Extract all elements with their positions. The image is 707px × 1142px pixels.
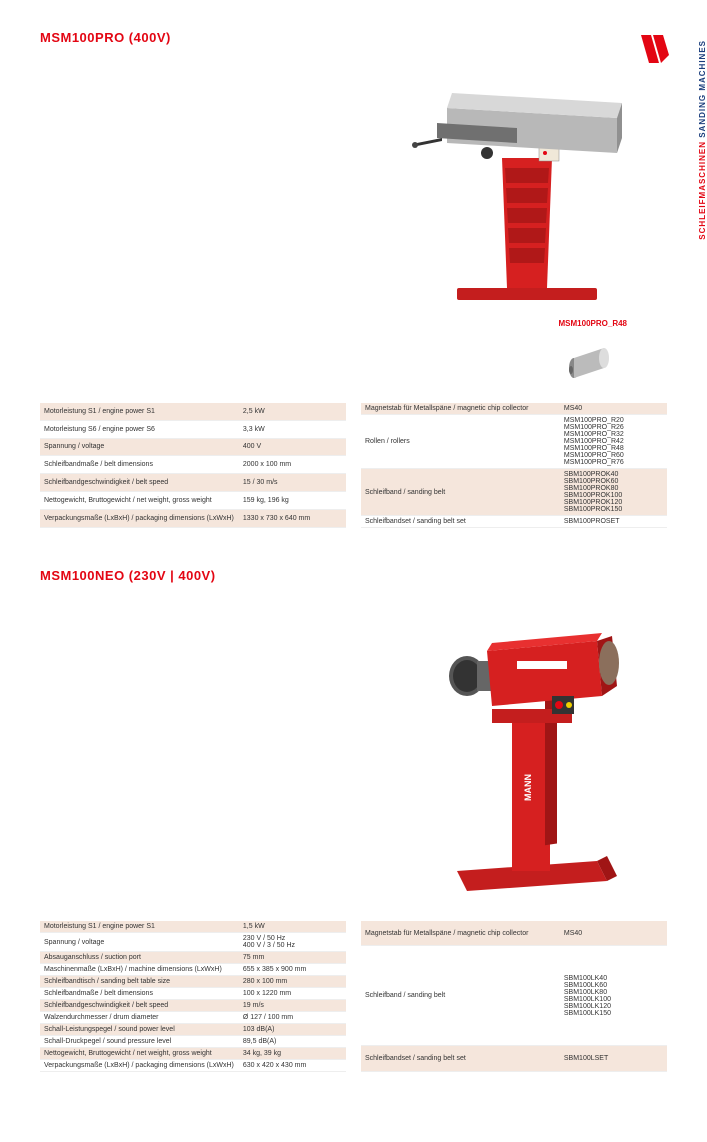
table-row: Schleifbandset / sanding belt setSBM100L… bbox=[361, 1046, 667, 1072]
table-row: Magnetstab für Metallspäne / magnetic ch… bbox=[361, 403, 667, 415]
spec-value: SBM100PROK40 SBM100PROK60 SBM100PROK80 S… bbox=[560, 469, 667, 516]
spec-value: MS40 bbox=[560, 403, 667, 415]
spec-value: 34 kg, 39 kg bbox=[239, 1048, 346, 1060]
spec-label: Schall-Leistungspegel / sound power leve… bbox=[40, 1024, 239, 1036]
product-image-area: MSM100PRO_R48 bbox=[40, 53, 667, 333]
tables-row: Motorleistung S1 / engine power S12,5 kW… bbox=[40, 403, 667, 528]
spec-value: 3,3 kW bbox=[239, 420, 346, 438]
table-row: Walzendurchmesser / drum diameterØ 127 /… bbox=[40, 1012, 346, 1024]
table-row: Motorleistung S1 / engine power S12,5 kW bbox=[40, 403, 346, 420]
table-row: Schall-Druckpegel / sound pressure level… bbox=[40, 1036, 346, 1048]
machine-image bbox=[387, 68, 667, 318]
spec-value: SBM100PROSET bbox=[560, 516, 667, 528]
spec-value: 400 V bbox=[239, 438, 346, 456]
spec-value: MS40 bbox=[560, 921, 667, 946]
spec-label: Schleifbandmaße / belt dimensions bbox=[40, 456, 239, 474]
spec-value: 15 / 30 m/s bbox=[239, 474, 346, 492]
spec-label: Schleifbandgeschwindigkeit / belt speed bbox=[40, 1000, 239, 1012]
spec-value: 1,5 kW bbox=[239, 921, 346, 933]
spec-label: Nettogewicht, Bruttogewicht / net weight… bbox=[40, 492, 239, 510]
table-row: Schleifband / sanding beltSBM100PROK40 S… bbox=[361, 469, 667, 516]
svg-text:MANN: MANN bbox=[523, 774, 533, 801]
product-msm100neo: MSM100NEO (230V | 400V) MANN Motorleistu… bbox=[40, 568, 667, 1072]
product-msm100pro: MSM100PRO (400V) MSM100PRO_R48 Motorleis… bbox=[40, 30, 667, 528]
spec-table-right: Magnetstab für Metallspäne / magnetic ch… bbox=[361, 921, 667, 1072]
table-row: Schleifband / sanding beltSBM100LK40 SBM… bbox=[361, 946, 667, 1046]
spec-label: Magnetstab für Metallspäne / magnetic ch… bbox=[361, 921, 560, 946]
table-row: Nettogewicht, Bruttogewicht / net weight… bbox=[40, 492, 346, 510]
table-row: Spannung / voltage230 V / 50 Hz 400 V / … bbox=[40, 933, 346, 952]
product-title: MSM100NEO (230V | 400V) bbox=[40, 568, 667, 583]
table-row: Schleifbandgeschwindigkeit / belt speed1… bbox=[40, 1000, 346, 1012]
spec-label: Schleifband / sanding belt bbox=[361, 946, 560, 1046]
table-row: Schleifbandset / sanding belt setSBM100P… bbox=[361, 516, 667, 528]
spec-value: 630 x 420 x 430 mm bbox=[239, 1060, 346, 1072]
table-row: Magnetstab für Metallspäne / magnetic ch… bbox=[361, 921, 667, 946]
table-row: Spannung / voltage400 V bbox=[40, 438, 346, 456]
table-row: Schleifbandmaße / belt dimensions2000 x … bbox=[40, 456, 346, 474]
accessory-image bbox=[559, 333, 619, 393]
spec-value: 655 x 385 x 900 mm bbox=[239, 964, 346, 976]
spec-label: Schleifbandmaße / belt dimensions bbox=[40, 988, 239, 1000]
spec-value: 89,5 dB(A) bbox=[239, 1036, 346, 1048]
spec-value: 75 mm bbox=[239, 952, 346, 964]
table-row: Maschinenmaße (LxBxH) / machine dimensio… bbox=[40, 964, 346, 976]
spec-label: Schleifbandset / sanding belt set bbox=[361, 516, 560, 528]
spec-label: Motorleistung S6 / engine power S6 bbox=[40, 420, 239, 438]
spec-table-left: Motorleistung S1 / engine power S12,5 kW… bbox=[40, 403, 346, 528]
spec-label: Walzendurchmesser / drum diameter bbox=[40, 1012, 239, 1024]
spec-value: 1330 x 730 x 640 mm bbox=[239, 510, 346, 528]
spec-value: SBM100LSET bbox=[560, 1046, 667, 1072]
table-row: Schleifbandmaße / belt dimensions100 x 1… bbox=[40, 988, 346, 1000]
spec-value: 280 x 100 mm bbox=[239, 976, 346, 988]
spec-value: MSM100PRO_R20 MSM100PRO_R26 MSM100PRO_R3… bbox=[560, 415, 667, 469]
table-row: Nettogewicht, Bruttogewicht / net weight… bbox=[40, 1048, 346, 1060]
spec-value: 100 x 1220 mm bbox=[239, 988, 346, 1000]
spec-table-left: Motorleistung S1 / engine power S11,5 kW… bbox=[40, 921, 346, 1072]
spec-value: 103 dB(A) bbox=[239, 1024, 346, 1036]
spec-label: Absauganschluss / suction port bbox=[40, 952, 239, 964]
machine-image: MANN bbox=[387, 626, 667, 876]
table-row: Schleifbandgeschwindigkeit / belt speed1… bbox=[40, 474, 346, 492]
table-row: Verpackungsmaße (LxBxH) / packaging dime… bbox=[40, 1060, 346, 1072]
spec-label: Magnetstab für Metallspäne / magnetic ch… bbox=[361, 403, 560, 415]
table-row: Schleifbandtisch / sanding belt table si… bbox=[40, 976, 346, 988]
spec-value: SBM100LK40 SBM100LK60 SBM100LK80 SBM100L… bbox=[560, 946, 667, 1046]
product-image-area: MANN bbox=[40, 591, 667, 911]
spec-label: Schleifbandset / sanding belt set bbox=[361, 1046, 560, 1072]
spec-label: Rollen / rollers bbox=[361, 415, 560, 469]
spec-value: 2000 x 100 mm bbox=[239, 456, 346, 474]
table-row: Absauganschluss / suction port75 mm bbox=[40, 952, 346, 964]
spec-value: 2,5 kW bbox=[239, 403, 346, 420]
spec-label: Spannung / voltage bbox=[40, 933, 239, 952]
spec-label: Schleifbandtisch / sanding belt table si… bbox=[40, 976, 239, 988]
spec-label: Schleifband / sanding belt bbox=[361, 469, 560, 516]
spec-value: Ø 127 / 100 mm bbox=[239, 1012, 346, 1024]
spec-label: Motorleistung S1 / engine power S1 bbox=[40, 921, 239, 933]
tables-row: Motorleistung S1 / engine power S11,5 kW… bbox=[40, 921, 667, 1072]
table-row: Motorleistung S6 / engine power S63,3 kW bbox=[40, 420, 346, 438]
table-row: Schall-Leistungspegel / sound power leve… bbox=[40, 1024, 346, 1036]
spec-value: 230 V / 50 Hz 400 V / 3 / 50 Hz bbox=[239, 933, 346, 952]
spec-label: Schall-Druckpegel / sound pressure level bbox=[40, 1036, 239, 1048]
table-row: Rollen / rollersMSM100PRO_R20 MSM100PRO_… bbox=[361, 415, 667, 469]
accessory-label: MSM100PRO_R48 bbox=[559, 319, 627, 328]
table-row: Verpackungsmaße (LxBxH) / packaging dime… bbox=[40, 510, 346, 528]
spec-value: 19 m/s bbox=[239, 1000, 346, 1012]
spec-label: Verpackungsmaße (LxBxH) / packaging dime… bbox=[40, 1060, 239, 1072]
spec-value: 159 kg, 196 kg bbox=[239, 492, 346, 510]
spec-label: Motorleistung S1 / engine power S1 bbox=[40, 403, 239, 420]
spec-label: Verpackungsmaße (LxBxH) / packaging dime… bbox=[40, 510, 239, 528]
spec-label: Nettogewicht, Bruttogewicht / net weight… bbox=[40, 1048, 239, 1060]
spec-label: Spannung / voltage bbox=[40, 438, 239, 456]
product-title: MSM100PRO (400V) bbox=[40, 30, 667, 45]
spec-label: Schleifbandgeschwindigkeit / belt speed bbox=[40, 474, 239, 492]
table-row: Motorleistung S1 / engine power S11,5 kW bbox=[40, 921, 346, 933]
spec-label: Maschinenmaße (LxBxH) / machine dimensio… bbox=[40, 964, 239, 976]
accessory-callout: MSM100PRO_R48 bbox=[559, 319, 627, 393]
spec-table-right: Magnetstab für Metallspäne / magnetic ch… bbox=[361, 403, 667, 528]
